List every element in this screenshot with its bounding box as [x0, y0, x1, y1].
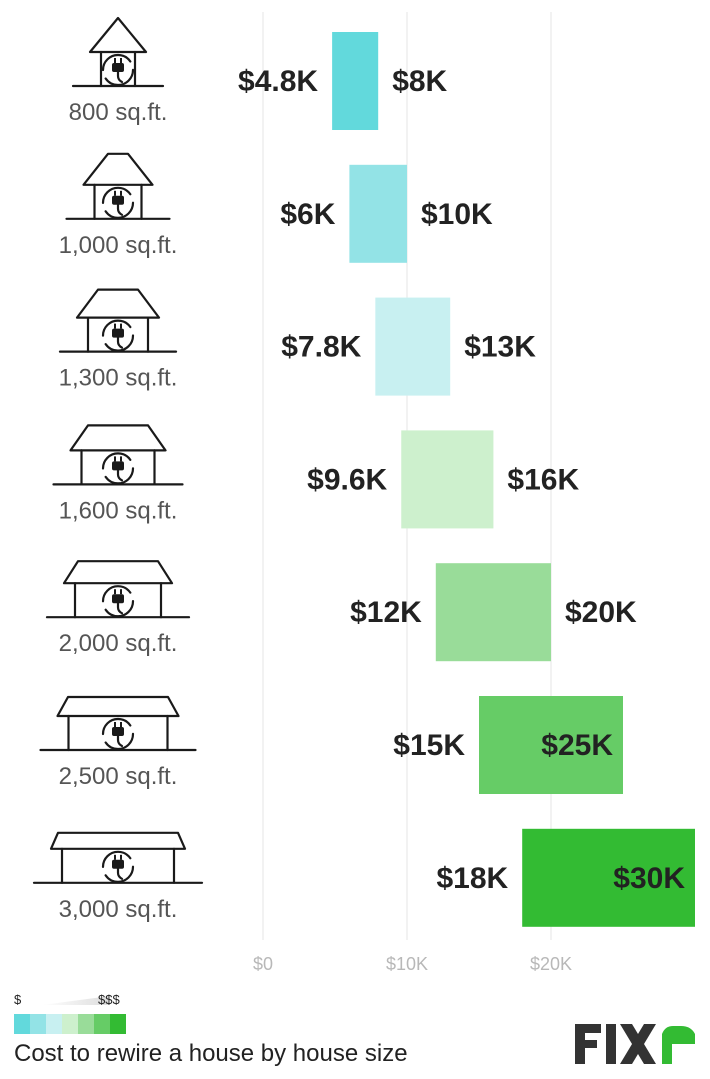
house-icon	[71, 16, 165, 88]
house-icon	[65, 152, 171, 220]
plug-icon	[112, 456, 124, 482]
bars	[332, 32, 695, 927]
logo-letter-x	[620, 1024, 656, 1064]
house-size-label: 3,000 sq.ft.	[59, 896, 178, 923]
high-value-label: $8K	[392, 65, 447, 98]
low-value-label: $4.8K	[238, 65, 318, 98]
legend-swatch	[78, 1014, 94, 1034]
house-icon	[58, 288, 178, 353]
legend-swatch	[30, 1014, 46, 1034]
x-axis-ticks: $0 $10K $20K	[253, 954, 572, 974]
high-value-label: $13K	[464, 331, 536, 364]
plug-icon	[112, 589, 124, 615]
x-tick-label: $10K	[386, 954, 428, 974]
low-value-label: $7.8K	[281, 331, 361, 364]
plug-icon	[112, 58, 124, 84]
low-value-label: $12K	[350, 596, 422, 629]
low-value-label: $6K	[280, 198, 335, 231]
low-value-label: $15K	[393, 729, 465, 762]
legend-swatch	[110, 1014, 126, 1034]
range-bar	[479, 696, 623, 794]
logo-letter-f	[575, 1024, 601, 1064]
legend-swatch	[14, 1014, 30, 1034]
plug-icon	[112, 722, 124, 748]
logo-letter-i	[606, 1024, 616, 1064]
legend-high-label: $$$	[98, 992, 120, 1007]
house-icon	[32, 831, 204, 884]
plug-icon	[112, 190, 124, 216]
legend-swatches	[14, 1014, 126, 1034]
range-bar	[401, 430, 494, 529]
plug-icon	[112, 323, 124, 349]
house-size-label: 2,000 sq.ft.	[59, 630, 178, 657]
fixr-logo	[575, 1024, 695, 1064]
house-size-label: 1,000 sq.ft.	[59, 232, 178, 259]
high-value-label: $16K	[507, 463, 579, 496]
house-icon	[45, 560, 191, 619]
house-icons: 800 sq.ft. 1,000 sq.ft. 1,300 sq.ft. 1,600 …	[32, 16, 204, 923]
x-tick-label: $0	[253, 954, 273, 974]
high-value-label: $30K	[613, 862, 685, 895]
low-value-label: $18K	[436, 862, 508, 895]
range-bar	[375, 297, 451, 396]
plug-icon	[112, 854, 124, 880]
legend-swatch	[94, 1014, 110, 1034]
legend-gradient-wedge	[42, 996, 110, 1005]
house-icon	[52, 424, 184, 486]
house-size-label: 2,500 sq.ft.	[59, 763, 178, 790]
legend-swatch	[46, 1014, 62, 1034]
house-size-label: 1,600 sq.ft.	[59, 497, 178, 524]
legend-swatch	[62, 1014, 78, 1034]
house-size-label: 1,300 sq.ft.	[59, 365, 178, 392]
logo-letter-r	[662, 1026, 695, 1064]
high-value-label: $20K	[565, 596, 637, 629]
value-labels: $4.8K $8K $6K $10K $7.8K $13K $9.6K $16K $12K $20…	[238, 65, 685, 895]
high-value-label: $10K	[421, 198, 493, 231]
chart-caption: Cost to rewire a house by house size	[14, 1040, 408, 1067]
house-size-label: 800 sq.ft.	[69, 99, 168, 126]
house-icon	[39, 695, 197, 752]
low-value-label: $9.6K	[307, 463, 387, 496]
range-bar	[435, 563, 551, 662]
legend-low-label: $	[14, 992, 22, 1007]
range-bar-chart: $4.8K $8K $6K $10K $7.8K $13K $9.6K $16K $12K $20…	[32, 12, 695, 974]
range-bar	[522, 828, 695, 927]
range-bar	[349, 164, 407, 263]
x-tick-label: $20K	[530, 954, 572, 974]
range-bar	[332, 32, 379, 130]
high-value-label: $25K	[541, 729, 613, 762]
